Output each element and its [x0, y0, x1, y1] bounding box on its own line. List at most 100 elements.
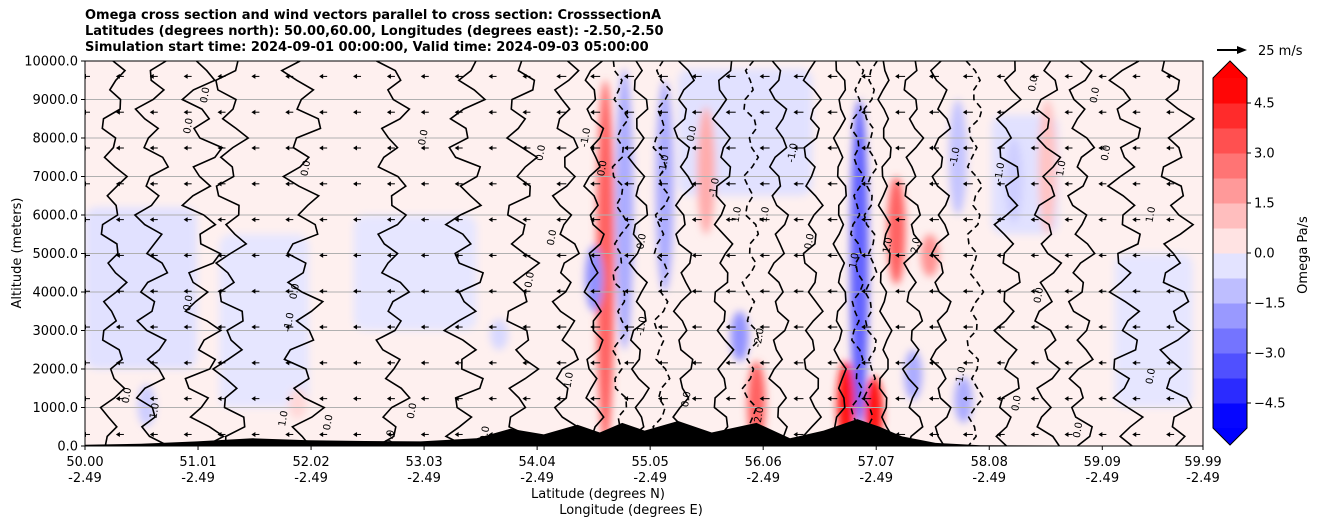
wind-vector-head-7-28 [1030, 324, 1035, 330]
wind-vector-head-0-7 [319, 73, 324, 79]
wind-vector-head-7-15 [590, 324, 595, 330]
wind-vector-head-1-8 [353, 109, 358, 115]
wind-vector-head-2-19 [725, 145, 730, 151]
wind-vector-head-1-10 [420, 109, 425, 115]
wind-vector-head-3-32 [1166, 181, 1171, 187]
colorbar-segment-13 [1213, 78, 1247, 104]
wind-vector-head-5-30 [1098, 252, 1103, 258]
omega-feature-7 [850, 99, 869, 427]
omega-feature-3 [585, 245, 604, 312]
wind-vector-head-6-7 [319, 288, 324, 294]
wind-vector-head-4-26 [962, 217, 967, 223]
wind-vector-head-1-19 [725, 109, 730, 115]
wind-vector-head-1-12 [488, 109, 493, 115]
wind-vector-head-5-31 [1132, 252, 1137, 258]
contour-label-44: 0.0 [680, 391, 694, 409]
contour-label-27: 1.0 [882, 237, 896, 255]
x-tick-lon-0: -2.49 [68, 471, 102, 486]
wind-vector-head-0-5 [251, 73, 256, 79]
wind-vector-head-5-28 [1030, 252, 1035, 258]
contour-label-26: 1.0 [848, 252, 862, 270]
wind-vector-head-1-1 [115, 109, 120, 115]
wind-vector-head-2-9 [386, 145, 391, 151]
wind-vector-head-3-30 [1098, 181, 1103, 187]
x-tick-lat-10: 59.99 [1184, 455, 1221, 470]
contour-line-5 [375, 61, 411, 446]
wind-vector-head-3-21 [793, 181, 798, 187]
y-axis: 0.0 1000.0 2000.0 3000.0 4000.0 5000.0 6000.0 7… [24, 55, 85, 455]
wind-vector-head-3-4 [217, 181, 222, 187]
wind-vector-head-10-6 [285, 431, 290, 437]
wind-vector-head-1-29 [1064, 109, 1069, 115]
wind-vector-head-8-24 [895, 360, 900, 366]
wind-vector-head-5-20 [759, 252, 764, 258]
wind-vector-head-8-19 [725, 360, 730, 366]
wind-vector-head-2-30 [1098, 145, 1103, 151]
wind-vector-head-2-3 [183, 145, 188, 151]
contour-label-35: 0.0 [1089, 86, 1103, 104]
x-tick-lat-4: 54.04 [519, 455, 556, 470]
contour-label-43: 2.0 [753, 406, 767, 424]
wind-vector-head-8-30 [1098, 360, 1103, 366]
wind-vector-head-8-8 [353, 360, 358, 366]
wind-vector-head-10-28 [1030, 431, 1035, 437]
wind-vector-head-2-1 [115, 145, 120, 151]
wind-vector-head-9-25 [928, 396, 933, 402]
wind-vector-head-9-13 [522, 396, 527, 402]
wind-vector-head-9-8 [353, 396, 358, 402]
chart-title-line-1: Omega cross section and wind vectors par… [85, 8, 662, 23]
wind-vector-head-5-25 [928, 252, 933, 258]
quiver-key-label: 25 m/s [1258, 44, 1303, 59]
wind-vector-head-4-19 [725, 217, 730, 223]
omega-feature-4 [697, 107, 716, 235]
y-tick-label-6: 6000.0 [33, 209, 79, 224]
wind-vector-head-10-21 [793, 431, 798, 437]
wind-vector-head-5-5 [251, 252, 256, 258]
wind-vector-head-2-26 [962, 145, 967, 151]
y-tick-label-8: 8000.0 [33, 132, 79, 147]
wind-vector-head-0-9 [386, 73, 391, 79]
wind-vector-head-5-4 [217, 252, 222, 258]
wind-vector-head-9-18 [691, 396, 696, 402]
wind-vector-head-1-31 [1132, 109, 1137, 115]
contour-label-10: 0.0 [322, 414, 336, 432]
contour-label-6: -1.0 [282, 312, 296, 333]
wind-vector-head-7-27 [996, 324, 1001, 330]
x-tick-lon-3: -2.49 [407, 471, 441, 486]
colorbar-segment-4 [1213, 303, 1247, 329]
wind-vector-head-1-5 [251, 109, 256, 115]
colorbar: 4.5 3.0 1.5 0.0 −1.5 −3.0 −4.5 [1212, 60, 1286, 446]
y-tick-label-2: 2000.0 [33, 363, 79, 378]
wind-vector-head-8-22 [827, 360, 832, 366]
wind-vector-head-2-25 [928, 145, 933, 151]
wind-vector-head-3-17 [657, 181, 662, 187]
contour-label-33: 1.0 [1145, 206, 1159, 224]
wind-vector-head-1-18 [691, 109, 696, 115]
wind-vector-head-6-17 [657, 288, 662, 294]
wind-vector-head-0-2 [149, 73, 154, 79]
wind-vector-head-8-21 [793, 360, 798, 366]
contour-line-9 [582, 61, 605, 446]
wind-vector-head-5-19 [725, 252, 730, 258]
wind-vector-head-3-5 [251, 181, 256, 187]
wind-vector-head-4-10 [420, 217, 425, 223]
wind-vector-head-3-11 [454, 181, 459, 187]
wind-vector-head-0-31 [1132, 73, 1137, 79]
x-axis-label-line-2: Longitude (degrees E) [559, 503, 703, 518]
contour-label-15: 1.0 [562, 371, 576, 389]
wind-vector-head-5-3 [183, 252, 188, 258]
y-axis-label: Altitude (meters) [10, 198, 25, 309]
wind-vector-head-3-26 [962, 181, 967, 187]
wind-vector-head-6-6 [285, 288, 290, 294]
contour-line-20 [862, 61, 879, 446]
wind-vector-head-4-30 [1098, 217, 1103, 223]
wind-vector-head-7-6 [285, 324, 290, 330]
wind-vector-head-6-31 [1132, 288, 1137, 294]
wind-vector-head-8-12 [488, 360, 493, 366]
wind-vector-head-5-26 [962, 252, 967, 258]
wind-vector-head-8-7 [319, 360, 324, 366]
wind-vector-head-1-15 [590, 109, 595, 115]
wind-vector-head-10-10 [420, 431, 425, 437]
wind-vector-head-0-6 [285, 73, 290, 79]
contour-label-12: 0.0 [535, 144, 549, 162]
